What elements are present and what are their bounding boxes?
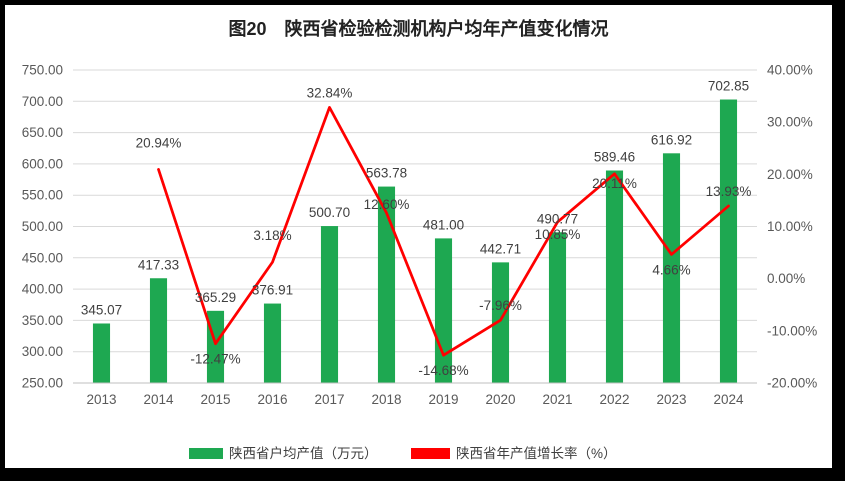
svg-text:350.00: 350.00: [22, 313, 63, 328]
svg-text:500.70: 500.70: [309, 205, 350, 220]
svg-text:2019: 2019: [428, 392, 458, 407]
svg-text:300.00: 300.00: [22, 344, 63, 359]
svg-text:2014: 2014: [143, 392, 174, 407]
svg-text:20.00%: 20.00%: [767, 167, 813, 182]
svg-text:450.00: 450.00: [22, 250, 63, 265]
svg-text:4.66%: 4.66%: [652, 262, 690, 277]
svg-text:20.94%: 20.94%: [136, 135, 182, 150]
svg-text:3.18%: 3.18%: [253, 228, 291, 243]
svg-text:12.60%: 12.60%: [364, 197, 410, 212]
svg-text:0.00%: 0.00%: [767, 271, 805, 286]
svg-text:417.33: 417.33: [138, 257, 179, 272]
svg-text:13.93%: 13.93%: [706, 184, 752, 199]
svg-text:-20.00%: -20.00%: [767, 376, 817, 391]
svg-text:-7.96%: -7.96%: [479, 298, 522, 313]
svg-text:10.00%: 10.00%: [767, 219, 813, 234]
svg-text:490.77: 490.77: [537, 211, 578, 226]
svg-text:-10.00%: -10.00%: [767, 323, 817, 338]
svg-text:2018: 2018: [371, 392, 401, 407]
svg-text:2015: 2015: [200, 392, 230, 407]
svg-text:650.00: 650.00: [22, 125, 63, 140]
svg-text:702.85: 702.85: [708, 79, 749, 94]
svg-text:2021: 2021: [542, 392, 572, 407]
svg-text:2017: 2017: [314, 392, 344, 407]
svg-text:750.00: 750.00: [22, 63, 63, 78]
svg-text:616.92: 616.92: [651, 132, 692, 147]
svg-text:442.71: 442.71: [480, 241, 521, 256]
svg-text:-12.47%: -12.47%: [190, 352, 240, 367]
svg-text:700.00: 700.00: [22, 94, 63, 109]
svg-text:2016: 2016: [257, 392, 287, 407]
svg-text:2022: 2022: [599, 392, 629, 407]
svg-text:345.07: 345.07: [81, 302, 122, 317]
svg-text:2023: 2023: [656, 392, 686, 407]
svg-text:40.00%: 40.00%: [767, 63, 813, 78]
svg-text:376.91: 376.91: [252, 283, 293, 298]
svg-text:481.00: 481.00: [423, 217, 464, 232]
svg-text:250.00: 250.00: [22, 376, 63, 391]
svg-text:32.84%: 32.84%: [307, 85, 353, 100]
svg-text:10.85%: 10.85%: [535, 227, 581, 242]
svg-text:500.00: 500.00: [22, 219, 63, 234]
svg-text:2013: 2013: [86, 392, 116, 407]
svg-text:400.00: 400.00: [22, 282, 63, 297]
svg-text:600.00: 600.00: [22, 156, 63, 171]
svg-text:2024: 2024: [713, 392, 744, 407]
svg-text:-14.68%: -14.68%: [418, 363, 468, 378]
svg-text:2020: 2020: [485, 392, 515, 407]
svg-text:30.00%: 30.00%: [767, 115, 813, 130]
svg-text:365.29: 365.29: [195, 290, 236, 305]
svg-text:20.11%: 20.11%: [592, 176, 637, 191]
svg-text:550.00: 550.00: [22, 188, 63, 203]
svg-text:563.78: 563.78: [366, 166, 407, 181]
svg-text:589.46: 589.46: [594, 149, 635, 164]
